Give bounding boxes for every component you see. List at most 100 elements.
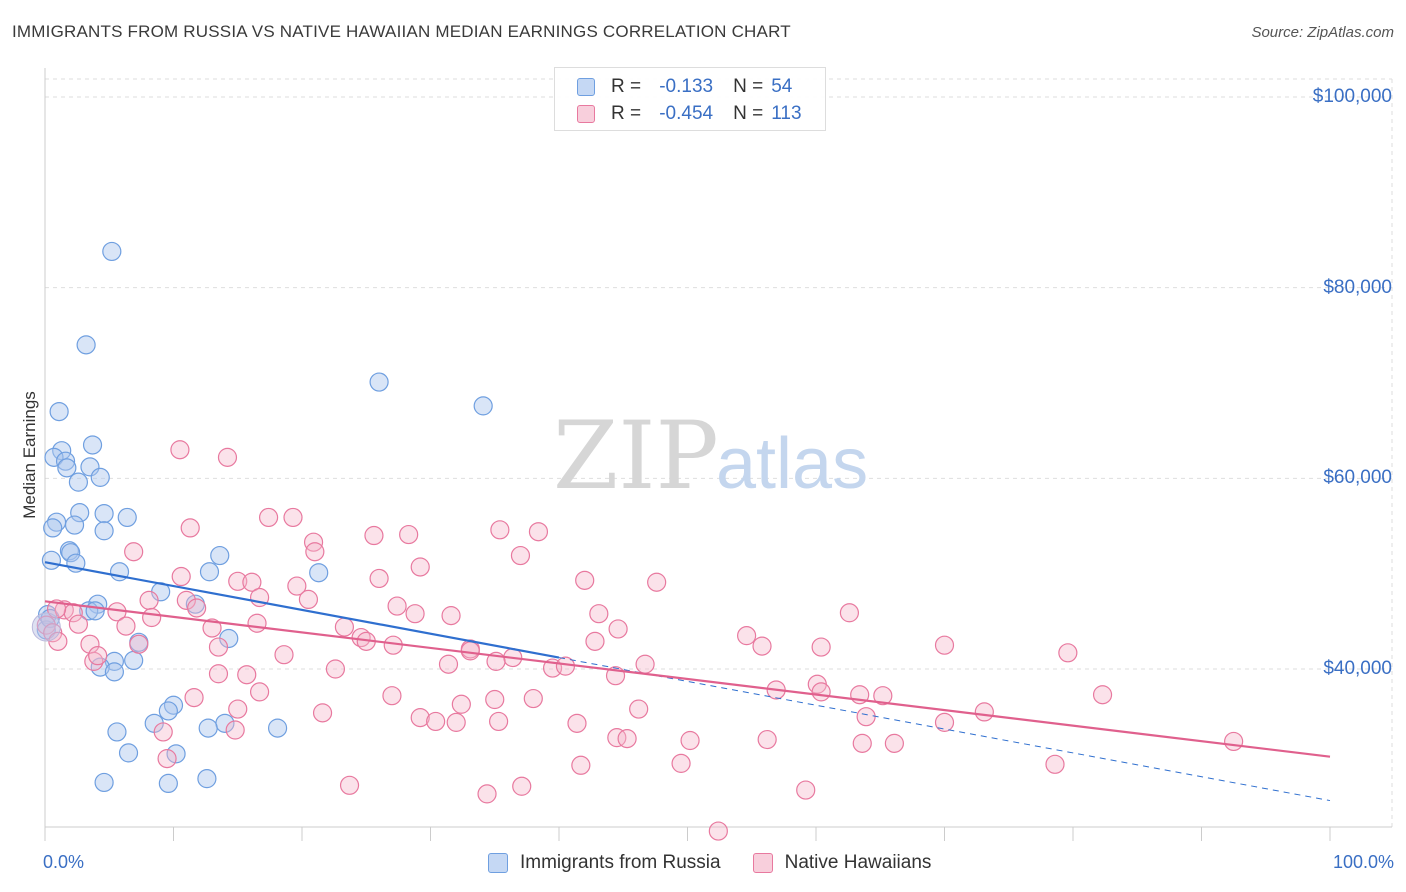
hawaiian-point: [635, 654, 655, 674]
russia-point: [82, 435, 103, 455]
hawaiian-point: [856, 707, 876, 727]
hawaiian-point: [528, 522, 549, 542]
russia-point: [197, 769, 217, 789]
legend-swatch-pink: [752, 853, 773, 873]
hawaiian-point: [202, 618, 222, 638]
hawaiian-point: [68, 614, 89, 634]
hawaiian-point: [671, 753, 691, 773]
hawaiian-point: [325, 659, 346, 679]
legend-r-value: -0.133: [659, 76, 714, 97]
y-tick-60000: $60,000: [1323, 467, 1392, 488]
russia-point: [85, 601, 105, 621]
y-tick-40000: $40,000: [1323, 658, 1392, 679]
hawaiian-point: [142, 607, 162, 628]
hawaiian-point: [757, 729, 777, 750]
russia-point: [43, 518, 63, 538]
legend-label-hawaiian: Native Hawaiians: [784, 852, 932, 873]
hawaiian-point: [410, 708, 430, 728]
hawaiian-point: [247, 613, 267, 633]
russia-point: [68, 472, 89, 492]
russia-point: [76, 335, 96, 355]
russia-point: [57, 458, 77, 478]
legend-n-label: N =: [733, 76, 764, 97]
hawaiian-point: [426, 711, 446, 732]
hawaiian-point: [208, 664, 229, 684]
hawaiian-point: [608, 619, 628, 639]
x-tick-min: 0.0%: [43, 852, 85, 872]
hawaiian-point: [1224, 731, 1244, 752]
russia-point: [70, 503, 90, 523]
legend-r-label: R =: [611, 76, 642, 97]
hawaiian-point: [839, 603, 860, 623]
hawaiian-point: [184, 687, 204, 708]
hawaiian-point: [129, 634, 149, 654]
russia-point: [102, 241, 122, 262]
hawaiian-point: [339, 775, 360, 795]
legend-item-hawaiian: Native Hawaiians: [752, 852, 932, 874]
hawaiian-point: [237, 665, 257, 685]
hawaiian-point: [571, 755, 591, 775]
hawaiian-point: [303, 532, 324, 552]
legend-r-label: R =: [611, 103, 642, 124]
russia-point: [124, 650, 144, 671]
hawaiian-point: [312, 703, 333, 723]
hawaiian-point: [567, 713, 587, 733]
legend-r-value: -0.454: [659, 103, 714, 124]
russia-point: [369, 372, 389, 392]
hawaiian-point: [934, 635, 955, 655]
hawaiian-point: [680, 730, 700, 751]
russia-point: [198, 718, 218, 738]
overlap-point: [31, 612, 61, 642]
hawaiian-point: [737, 626, 757, 646]
hawaiian-point: [217, 447, 238, 467]
russia-point: [44, 447, 64, 467]
hawaiian-point: [157, 749, 177, 769]
legend-row-russia: R = -0.133 N = 54: [577, 75, 808, 99]
hawaiian-point: [852, 733, 872, 753]
hawaiian-point: [228, 699, 248, 719]
hawaiian-point: [974, 702, 994, 722]
russia-point: [166, 744, 186, 764]
legend-swatch-blue: [577, 78, 595, 96]
source-label: Source: ZipAtlas.com: [1251, 24, 1394, 41]
hawaiian-point: [283, 507, 303, 528]
legend-n-value: 113: [771, 103, 802, 124]
series-legend: Immigrants from Russia Native Hawaiians: [488, 852, 963, 874]
hawaiian-point: [523, 688, 543, 709]
legend-label-russia: Immigrants from Russia: [520, 852, 721, 873]
hawaiian-point: [170, 440, 190, 460]
hawaiian-point: [1058, 643, 1078, 663]
hawaiian-point: [811, 637, 831, 657]
hawaiian-point: [208, 637, 229, 657]
hawaiian-point: [410, 557, 430, 577]
russia-point: [94, 772, 114, 793]
hawaiian-point: [708, 821, 728, 841]
hawaiian-point: [1045, 754, 1065, 774]
hawaiian-point: [510, 545, 531, 566]
russia-point: [118, 743, 139, 763]
hawaiian-point: [187, 598, 207, 618]
russia-point: [80, 457, 100, 477]
hawaiian-point: [489, 711, 509, 732]
hawaiian-point: [369, 568, 389, 589]
hawaiian-point: [176, 590, 196, 610]
russia-trend-line: [44, 561, 560, 659]
hawaiian-point: [116, 616, 136, 636]
hawaiian-point: [629, 699, 649, 719]
hawaiian-point: [180, 518, 200, 538]
hawaiian-point: [228, 571, 248, 591]
hawaiian-point: [796, 780, 816, 800]
hawaiian-point: [752, 636, 772, 656]
hawaiian-point: [451, 694, 471, 714]
russia-point: [107, 722, 127, 742]
hawaiian-point: [589, 604, 609, 624]
legend-n-label: N =: [733, 103, 764, 124]
hawaiian-point: [617, 728, 637, 749]
russia-point: [94, 521, 114, 541]
russia-point: [473, 396, 493, 416]
hawaiian-trend-line: [44, 600, 1331, 758]
legend-row-hawaiian: R = -0.454 N = 113: [577, 102, 818, 126]
y-tick-80000: $80,000: [1323, 277, 1392, 298]
watermark-zip: ZIP: [553, 402, 719, 511]
hawaiian-point: [298, 589, 319, 610]
